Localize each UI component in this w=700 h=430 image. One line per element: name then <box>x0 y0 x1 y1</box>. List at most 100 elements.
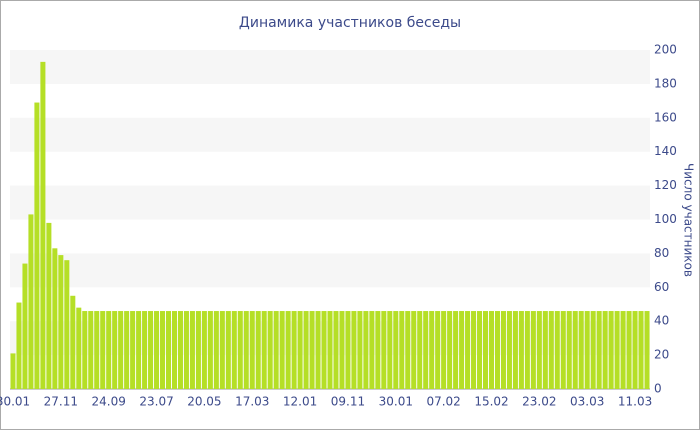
y-tick-label: 100 <box>654 212 677 226</box>
bar <box>620 311 626 389</box>
bar <box>267 311 273 389</box>
bar <box>225 311 231 389</box>
bar <box>195 311 201 389</box>
bar <box>357 311 363 389</box>
grid-band <box>10 117 650 152</box>
bar <box>315 311 321 389</box>
bar <box>638 311 644 389</box>
x-tick-label: 11.03 <box>618 395 652 409</box>
x-tick-label: 07.02 <box>426 395 460 409</box>
bar <box>333 311 339 389</box>
bar <box>465 311 471 389</box>
bar <box>94 311 100 389</box>
bar <box>602 311 608 389</box>
x-tick-label: 27.11 <box>44 395 78 409</box>
y-tick-label: 20 <box>654 348 669 362</box>
x-tick-label: 30.01 <box>0 395 30 409</box>
bar <box>154 311 160 389</box>
bar <box>447 311 453 389</box>
bar <box>453 311 459 389</box>
bar <box>106 311 112 389</box>
x-tick-label: 12.01 <box>283 395 317 409</box>
bar <box>614 311 620 389</box>
bar <box>494 311 500 389</box>
x-tick-label: 30.01 <box>379 395 413 409</box>
x-tick-label: 17.03 <box>235 395 269 409</box>
bar <box>572 311 578 389</box>
bar <box>477 311 483 389</box>
bar <box>327 311 333 389</box>
bar <box>255 311 261 389</box>
bar <box>345 311 351 389</box>
bar <box>423 311 429 389</box>
bar <box>183 311 189 389</box>
bar <box>28 214 34 389</box>
y-tick-label: 160 <box>654 110 677 124</box>
bar <box>363 311 369 389</box>
y-tick-label: 140 <box>654 144 677 158</box>
x-tick-label: 15.02 <box>474 395 508 409</box>
bar <box>124 311 130 389</box>
y-tick-label: 60 <box>654 280 669 294</box>
x-tick-label: 20.05 <box>187 395 221 409</box>
bar <box>309 311 315 389</box>
bar <box>70 295 76 389</box>
bar <box>411 311 417 389</box>
bar <box>351 311 357 389</box>
bar <box>369 311 375 389</box>
bar <box>471 311 477 389</box>
bar <box>548 311 554 389</box>
bar <box>273 311 279 389</box>
x-tick-label: 03.03 <box>570 395 604 409</box>
bar <box>219 311 225 389</box>
bar <box>417 311 423 389</box>
bar <box>34 102 40 390</box>
bar <box>626 311 632 389</box>
bar <box>560 311 566 389</box>
bar <box>542 311 548 389</box>
x-tick-label: 24.09 <box>92 395 126 409</box>
bar <box>76 307 82 389</box>
bar <box>237 311 243 389</box>
bar <box>40 61 46 390</box>
grid-band <box>10 185 650 220</box>
bar <box>590 311 596 389</box>
bar <box>632 311 638 389</box>
bar <box>399 311 405 389</box>
bar <box>136 311 142 389</box>
bar <box>393 311 399 389</box>
bar <box>213 311 219 389</box>
bar <box>584 311 590 389</box>
bar <box>303 311 309 389</box>
bar <box>536 311 542 389</box>
bar <box>578 311 584 389</box>
y-tick-label: 0 <box>654 382 662 396</box>
bar <box>405 311 411 389</box>
bar <box>554 311 560 389</box>
bar <box>518 311 524 389</box>
bar <box>249 311 255 389</box>
bar <box>201 311 207 389</box>
bar <box>524 311 530 389</box>
y-tick-label: 80 <box>654 246 669 260</box>
bar <box>429 311 435 389</box>
y-tick-label: 200 <box>654 43 677 57</box>
bar <box>488 311 495 389</box>
bar <box>88 311 94 389</box>
bar <box>165 311 172 389</box>
y-tick-label: 40 <box>654 314 669 328</box>
bar <box>321 311 327 389</box>
bar <box>297 311 303 389</box>
bar <box>16 302 22 389</box>
bar <box>46 222 52 389</box>
bar <box>231 311 237 389</box>
bar <box>566 311 572 389</box>
bar <box>375 311 381 389</box>
bar <box>148 311 154 389</box>
grid-band <box>10 50 650 84</box>
bar <box>261 311 267 389</box>
bar <box>387 311 393 389</box>
bar <box>291 311 297 389</box>
